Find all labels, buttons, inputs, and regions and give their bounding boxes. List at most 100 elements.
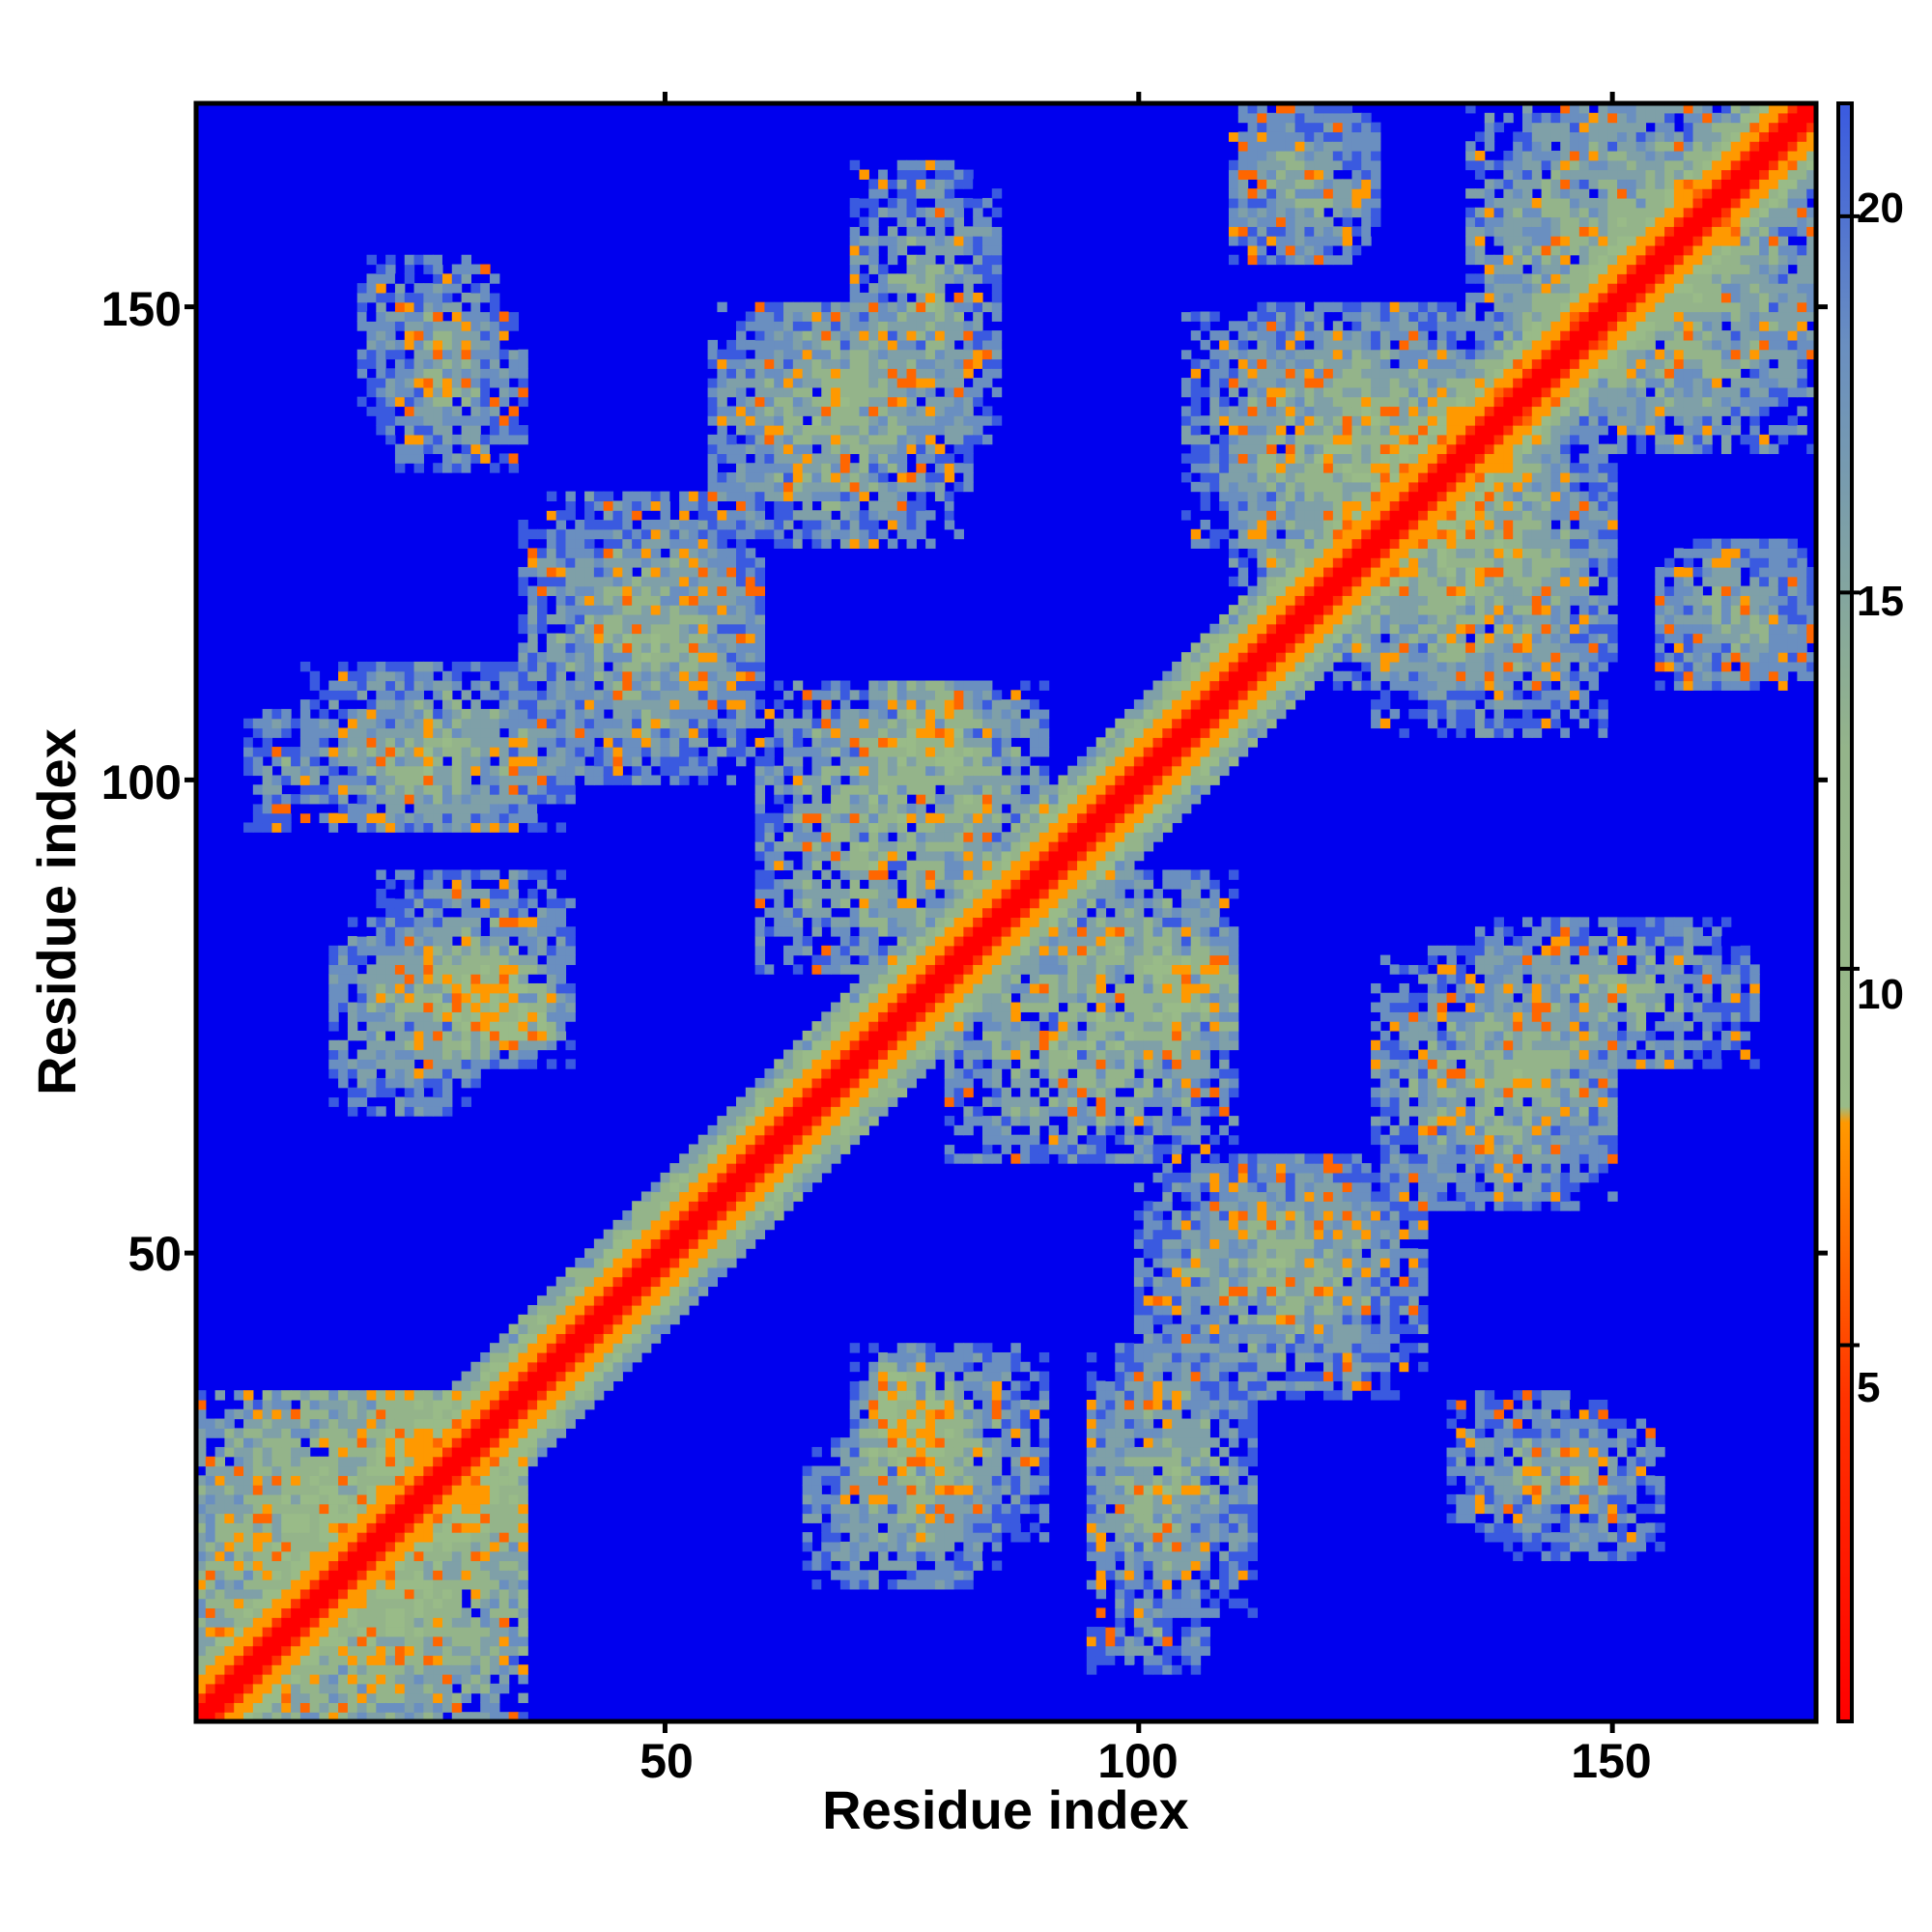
heatmap-cell [612, 1305, 623, 1316]
heatmap-cell [461, 1617, 472, 1628]
heatmap-cell [849, 264, 861, 274]
heatmap-cell [565, 1361, 576, 1373]
heatmap-cell [299, 1428, 311, 1438]
heatmap-cell [498, 747, 510, 757]
heatmap-cell [433, 1002, 443, 1012]
heatmap-cell [878, 188, 889, 199]
heatmap-cell [423, 747, 434, 757]
heatmap-cell [243, 1408, 254, 1420]
heatmap-cell [537, 680, 548, 691]
heatmap-cell [508, 718, 520, 729]
heatmap-cell [404, 1106, 415, 1117]
heatmap-cell [783, 311, 794, 322]
heatmap-cell [281, 1541, 292, 1552]
heatmap-cell [603, 727, 614, 738]
heatmap-cell [196, 1541, 207, 1552]
heatmap-cell [480, 690, 491, 700]
heatmap-cell [792, 917, 804, 927]
heatmap-cell [868, 236, 879, 246]
heatmap-cell [821, 528, 832, 540]
heatmap-cell [480, 1021, 491, 1032]
heatmap-cell [792, 386, 804, 398]
heatmap-cell [252, 1550, 264, 1562]
heatmap-cell [774, 737, 784, 748]
heatmap-cell [205, 1674, 216, 1685]
heatmap-cell [726, 453, 737, 464]
heatmap-cell [490, 311, 500, 322]
heatmap-cell [480, 954, 491, 965]
heatmap-cell [546, 1428, 557, 1438]
heatmap-cell [811, 1550, 822, 1562]
heatmap-cell [498, 718, 510, 729]
heatmap-cell [281, 1522, 292, 1533]
heatmap-cell [821, 718, 832, 729]
heatmap-cell [338, 1503, 349, 1515]
heatmap-cell [622, 576, 633, 587]
heatmap-cell [859, 1570, 869, 1580]
heatmap-cell [470, 368, 481, 379]
heatmap-cell [868, 386, 879, 398]
heatmap-cell [527, 528, 538, 540]
heatmap-cell [584, 765, 595, 777]
heatmap-cell [404, 443, 415, 455]
heatmap-cell [433, 1570, 443, 1580]
heatmap-cell [831, 396, 841, 408]
heatmap-cell [498, 349, 510, 360]
heatmap-cell [441, 1570, 453, 1580]
heatmap-cell [347, 964, 358, 975]
heatmap-cell [688, 747, 699, 757]
heatmap-cell [433, 907, 443, 918]
heatmap-cell [736, 349, 747, 360]
heatmap-cell [754, 775, 766, 785]
heatmap-cell [783, 339, 794, 351]
heatmap-cell [859, 1522, 869, 1533]
heatmap-cell [584, 1351, 595, 1363]
heatmap-cell [404, 727, 415, 738]
heatmap-cell [783, 396, 794, 408]
heatmap-cell [887, 794, 898, 805]
heatmap-cell [764, 755, 775, 767]
heatmap-cell [441, 1068, 453, 1079]
heatmap-cell [498, 1343, 510, 1353]
heatmap-cell [451, 1390, 463, 1401]
heatmap-cell [433, 254, 443, 266]
heatmap-cell [726, 1191, 737, 1202]
heatmap-cell [376, 1039, 386, 1051]
heatmap-cell [366, 718, 377, 729]
heatmap-cell [498, 1456, 510, 1467]
heatmap-cell [470, 1059, 481, 1069]
heatmap-cell [745, 1153, 756, 1164]
heatmap-cell [839, 434, 851, 445]
heatmap-cell [640, 690, 652, 700]
heatmap-cell [839, 510, 851, 521]
heatmap-cell [441, 1513, 453, 1523]
heatmap-cell [433, 1560, 443, 1571]
heatmap-cell [224, 1617, 235, 1628]
heatmap-cell [603, 1333, 614, 1344]
heatmap-cell [896, 765, 908, 777]
heatmap-cell [328, 1579, 339, 1590]
heatmap-cell [774, 1096, 784, 1107]
heatmap-cell [508, 1465, 520, 1476]
heatmap-cell [821, 378, 832, 388]
heatmap-cell [688, 1163, 699, 1174]
heatmap-cell [878, 737, 889, 748]
heatmap-cell [366, 765, 377, 777]
heatmap-cell [792, 481, 804, 493]
heatmap-cell [831, 358, 841, 369]
heatmap-cell [461, 330, 472, 341]
heatmap-cell [205, 1635, 216, 1647]
heatmap-cell [821, 349, 832, 360]
heatmap-cell [470, 386, 481, 398]
heatmap-cell [205, 1617, 216, 1628]
heatmap-cell [262, 1570, 273, 1580]
heatmap-cell [821, 832, 832, 842]
heatmap-cell [565, 1351, 576, 1363]
heatmap-cell [896, 680, 908, 691]
heatmap-cell [859, 1030, 869, 1041]
heatmap-cell [376, 794, 386, 805]
heatmap-cell [736, 1181, 747, 1193]
heatmap-cell [262, 1664, 273, 1675]
heatmap-cell [423, 1513, 434, 1523]
heatmap-cell [839, 1134, 851, 1146]
